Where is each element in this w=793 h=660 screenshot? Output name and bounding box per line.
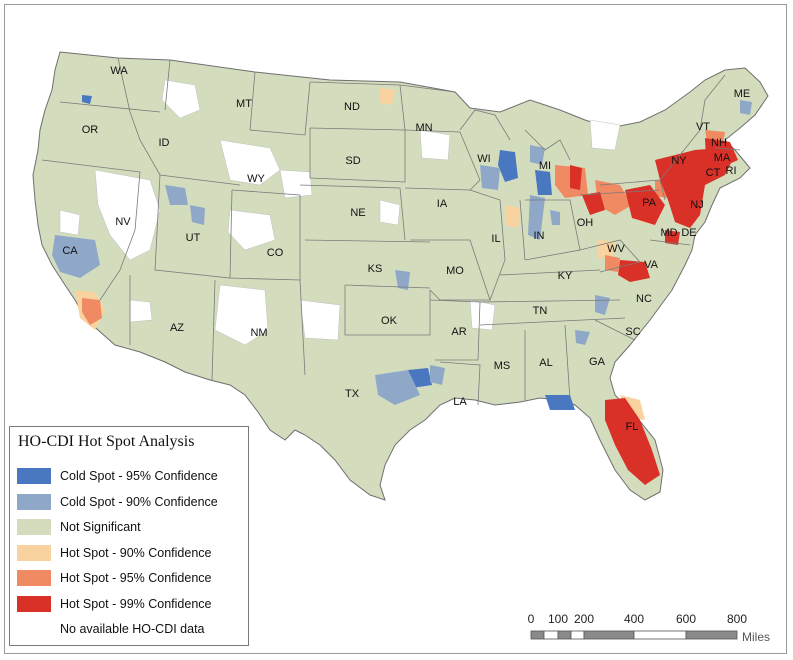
- map-legend: HO-CDI Hot Spot Analysis Cold Spot - 95%…: [9, 426, 249, 646]
- nodata-areas: [59, 79, 621, 346]
- state-label-ks: KS: [368, 263, 383, 275]
- state-label-de: DE: [681, 227, 696, 239]
- state-label-in: IN: [534, 230, 545, 242]
- state-label-fl: FL: [626, 421, 639, 433]
- legend-label: Hot Spot - 90% Confidence: [60, 546, 212, 560]
- legend-item-nodata: No available HO-CDI data: [17, 621, 205, 637]
- state-label-ma: MA: [714, 152, 731, 164]
- state-label-al: AL: [539, 357, 552, 369]
- legend-title: HO-CDI Hot Spot Analysis: [18, 433, 195, 450]
- legend-label: Hot Spot - 95% Confidence: [60, 571, 212, 585]
- legend-swatch: [17, 596, 51, 612]
- state-borders: [41, 57, 741, 406]
- state-label-mn: MN: [415, 122, 432, 134]
- state-label-mt: MT: [236, 98, 252, 110]
- state-label-md: MD: [660, 227, 677, 239]
- legend-swatch: [17, 545, 51, 561]
- legend-item-cold95: Cold Spot - 95% Confidence: [17, 468, 218, 484]
- state-label-il: IL: [491, 233, 500, 245]
- state-label-sc: SC: [625, 326, 640, 338]
- legend-label: Not Significant: [60, 520, 141, 534]
- state-label-wy: WY: [247, 173, 265, 185]
- legend-swatch: [17, 570, 51, 586]
- state-label-ms: MS: [494, 360, 511, 372]
- state-label-nv: NV: [115, 216, 131, 228]
- state-label-nm: NM: [250, 327, 267, 339]
- scale-unit-label: Miles: [742, 630, 771, 644]
- legend-item-hot99: Hot Spot - 99% Confidence: [17, 596, 211, 612]
- cold-spot-95-areas: [60, 95, 575, 410]
- legend-label: Cold Spot - 90% Confidence: [60, 495, 218, 509]
- state-label-nc: NC: [636, 293, 652, 305]
- state-labels: WA OR CA NV ID MT WY UT AZ CO NM ND SD N…: [62, 65, 750, 433]
- state-label-co: CO: [267, 247, 284, 259]
- scale-tick-label: 200: [573, 612, 595, 626]
- legend-label: Cold Spot - 95% Confidence: [60, 469, 218, 483]
- state-label-ok: OK: [381, 315, 398, 327]
- state-label-ca: CA: [62, 245, 78, 257]
- state-label-tx: TX: [345, 388, 360, 400]
- state-label-me: ME: [734, 88, 751, 100]
- legend-swatch: [17, 468, 51, 484]
- legend-swatch: [17, 621, 51, 637]
- cold-spot-90-areas: [52, 100, 752, 405]
- state-label-ri: RI: [726, 165, 737, 177]
- scale-tick-label: 600: [675, 612, 697, 626]
- state-label-va: VA: [644, 259, 659, 271]
- state-label-nd: ND: [344, 101, 360, 113]
- state-label-pa: PA: [642, 197, 657, 209]
- state-label-oh: OH: [577, 217, 594, 229]
- state-label-id: ID: [159, 137, 170, 149]
- legend-item-hot90: Hot Spot - 90% Confidence: [17, 545, 211, 561]
- scale-tick-label: 800: [726, 612, 748, 626]
- legend-swatch: [17, 519, 51, 535]
- state-label-ut: UT: [186, 232, 201, 244]
- legend-label: Hot Spot - 99% Confidence: [60, 597, 212, 611]
- scale-bar-graphic: [530, 630, 738, 640]
- legend-item-not-significant: Not Significant: [17, 519, 141, 535]
- state-label-ne: NE: [350, 207, 365, 219]
- state-label-wv: WV: [607, 243, 625, 255]
- legend-item-cold90: Cold Spot - 90% Confidence: [17, 494, 218, 510]
- state-label-vt: VT: [696, 121, 710, 133]
- state-label-mi: MI: [539, 160, 551, 172]
- state-label-mo: MO: [446, 265, 464, 277]
- scale-tick-label: 0: [527, 612, 535, 626]
- state-label-ia: IA: [437, 198, 448, 210]
- state-label-az: AZ: [170, 322, 184, 334]
- legend-item-hot95: Hot Spot - 95% Confidence: [17, 570, 211, 586]
- state-label-ga: GA: [589, 356, 606, 368]
- state-label-wa: WA: [110, 65, 128, 77]
- state-label-ct: CT: [706, 167, 721, 179]
- legend-swatch: [17, 494, 51, 510]
- legend-label: No available HO-CDI data: [60, 622, 205, 636]
- state-label-or: OR: [82, 124, 99, 136]
- scale-bar: 0 100 200 400 600 800 Miles: [520, 612, 782, 648]
- state-label-nh: NH: [711, 137, 727, 149]
- state-label-wi: WI: [477, 153, 490, 165]
- scale-tick-label: 400: [623, 612, 645, 626]
- state-label-nj: NJ: [690, 199, 703, 211]
- state-label-ky: KY: [558, 270, 573, 282]
- state-label-sd: SD: [345, 155, 360, 167]
- scale-tick-label: 100: [547, 612, 569, 626]
- state-label-tn: TN: [533, 305, 548, 317]
- state-label-ar: AR: [451, 326, 466, 338]
- state-label-la: LA: [453, 396, 467, 408]
- state-label-ny: NY: [671, 155, 687, 167]
